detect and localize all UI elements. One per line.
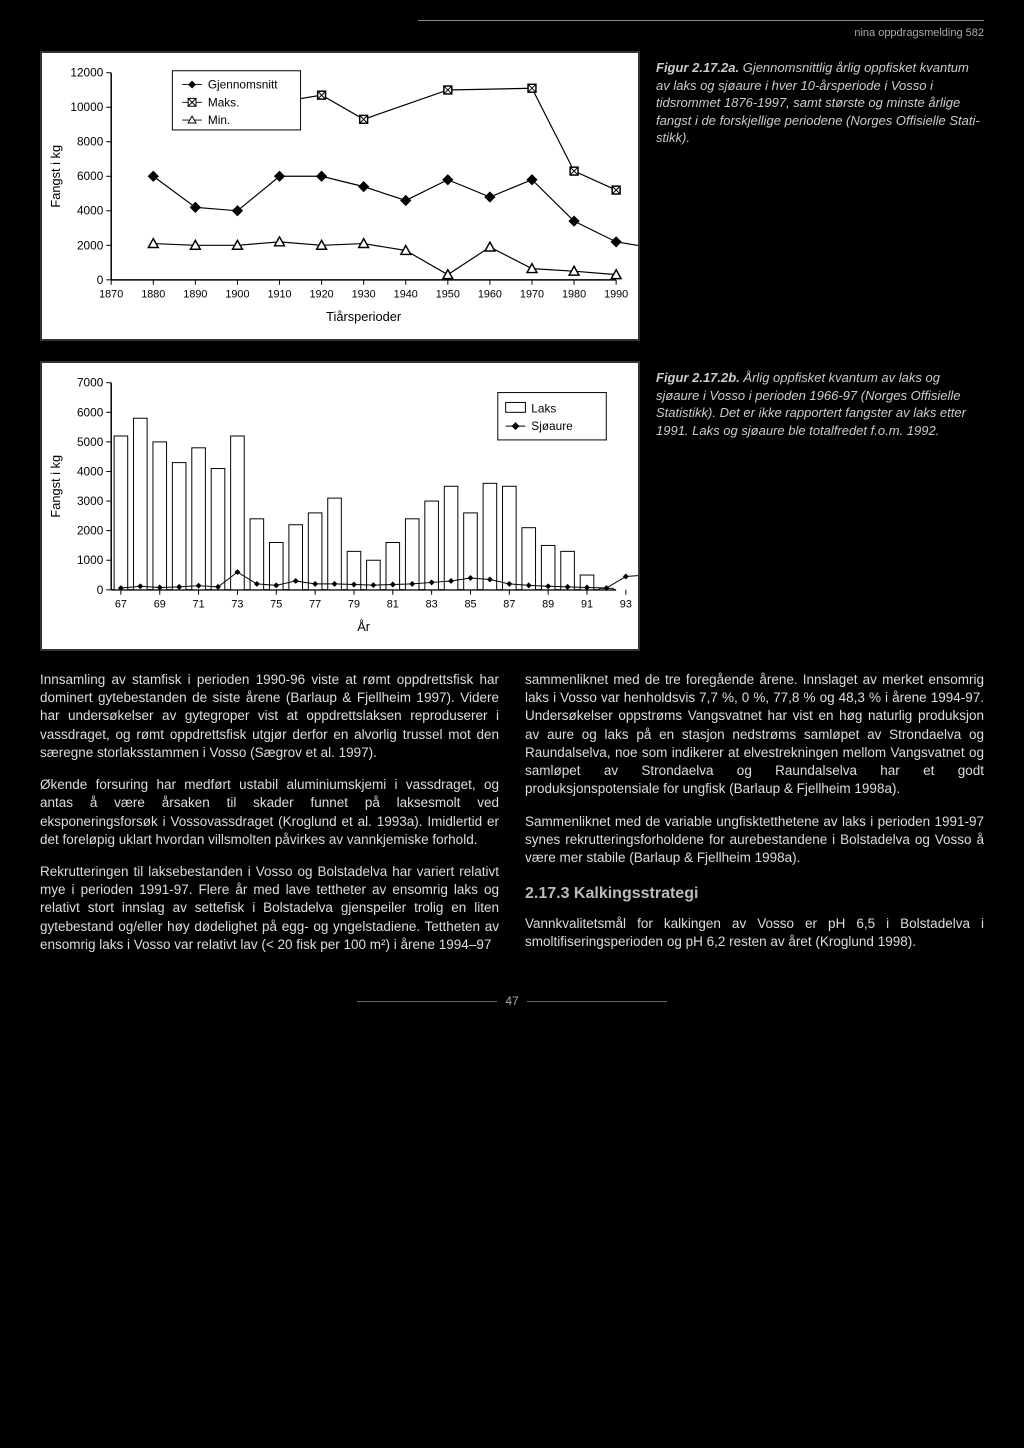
svg-text:Fangst i kg: Fangst i kg: [48, 455, 63, 518]
svg-text:89: 89: [542, 599, 554, 611]
svg-text:93: 93: [620, 599, 632, 611]
svg-text:1000: 1000: [77, 553, 104, 567]
svg-text:71: 71: [193, 599, 205, 611]
svg-text:5000: 5000: [77, 435, 104, 449]
paragraph-1: Innsamling av stamfisk i perioden 1990-9…: [40, 671, 499, 762]
caption-2-label: Figur 2.17.2b.: [656, 370, 740, 385]
svg-text:1910: 1910: [267, 289, 291, 301]
svg-text:2000: 2000: [77, 238, 104, 252]
svg-text:8000: 8000: [77, 135, 104, 149]
svg-text:4000: 4000: [77, 204, 104, 218]
section-heading: 2.17.3 Kalkingsstrategi: [525, 883, 984, 905]
svg-text:69: 69: [154, 599, 166, 611]
svg-text:4000: 4000: [77, 464, 104, 478]
paragraph-3: Rekrutteringen til laksebestanden i Voss…: [40, 863, 499, 954]
svg-text:10000: 10000: [70, 100, 103, 114]
paragraph-5: Sammenliknet med de variable ungfisktett…: [525, 813, 984, 868]
svg-text:Maks.: Maks.: [208, 95, 240, 109]
svg-text:1900: 1900: [225, 289, 249, 301]
svg-text:Laks: Laks: [531, 401, 556, 415]
svg-text:1890: 1890: [183, 289, 207, 301]
figure-2-row: 0 1000 2000 3000 4000 5000 6000 7000 67 69 71 73 75 7…: [40, 361, 984, 651]
svg-text:87: 87: [503, 599, 515, 611]
svg-text:79: 79: [348, 599, 360, 611]
svg-text:12000: 12000: [70, 66, 103, 80]
svg-text:75: 75: [270, 599, 282, 611]
chart-2: 0 1000 2000 3000 4000 5000 6000 7000 67 69 71 73 75 7…: [40, 361, 640, 651]
svg-text:Sjøaure: Sjøaure: [531, 419, 573, 433]
svg-text:1950: 1950: [436, 289, 460, 301]
caption-1: Figur 2.17.2a. Gjennom­snittlig årlig op…: [656, 51, 984, 341]
svg-text:1970: 1970: [520, 289, 544, 301]
svg-text:0: 0: [97, 583, 104, 597]
svg-text:1920: 1920: [310, 289, 334, 301]
caption-2: Figur 2.17.2b. Årlig opp­fisket kvantum …: [656, 361, 984, 651]
paragraph-6: Vannkvalitetsmål for kalkingen av Vosso …: [525, 915, 984, 951]
svg-text:Fangst i kg: Fangst i kg: [48, 145, 63, 208]
svg-text:2000: 2000: [77, 524, 104, 538]
paragraph-2: Økende forsuring har medført ustabil alu…: [40, 776, 499, 849]
paragraph-4: sammenliknet med de tre foregående årene…: [525, 671, 984, 799]
svg-text:1980: 1980: [562, 289, 586, 301]
body-columns: Innsamling av stamfisk i perioden 1990-9…: [40, 671, 984, 968]
svg-text:73: 73: [231, 599, 243, 611]
svg-text:1990: 1990: [604, 289, 628, 301]
header-code: nina oppdragsmelding 582: [40, 27, 984, 39]
svg-text:77: 77: [309, 599, 321, 611]
svg-text:67: 67: [115, 599, 127, 611]
figure-1-row: 0 2000 4000 6000 8000 10000 12000 1870 1880 1890 1…: [40, 51, 984, 341]
svg-text:85: 85: [464, 599, 476, 611]
right-column: sammenliknet med de tre foregående årene…: [525, 671, 984, 968]
svg-text:1870: 1870: [99, 289, 123, 301]
svg-text:1930: 1930: [352, 289, 376, 301]
svg-text:1960: 1960: [478, 289, 502, 301]
caption-1-label: Figur 2.17.2a.: [656, 60, 739, 75]
svg-text:År: År: [357, 619, 371, 634]
svg-text:83: 83: [426, 599, 438, 611]
left-column: Innsamling av stamfisk i perioden 1990-9…: [40, 671, 499, 968]
svg-text:6000: 6000: [77, 169, 104, 183]
svg-text:0: 0: [97, 273, 104, 287]
svg-text:Min.: Min.: [208, 113, 230, 127]
svg-text:3000: 3000: [77, 494, 104, 508]
page-number: 47: [40, 994, 984, 1008]
svg-text:Tiårsperioder: Tiårsperioder: [326, 309, 402, 324]
svg-text:1880: 1880: [141, 289, 165, 301]
svg-text:7000: 7000: [77, 376, 104, 390]
svg-text:1940: 1940: [394, 289, 418, 301]
svg-text:6000: 6000: [77, 405, 104, 419]
svg-text:91: 91: [581, 599, 593, 611]
svg-text:Gjennomsnitt: Gjennomsnitt: [208, 78, 278, 92]
chart-1: 0 2000 4000 6000 8000 10000 12000 1870 1880 1890 1…: [40, 51, 640, 341]
svg-text:81: 81: [387, 599, 399, 611]
